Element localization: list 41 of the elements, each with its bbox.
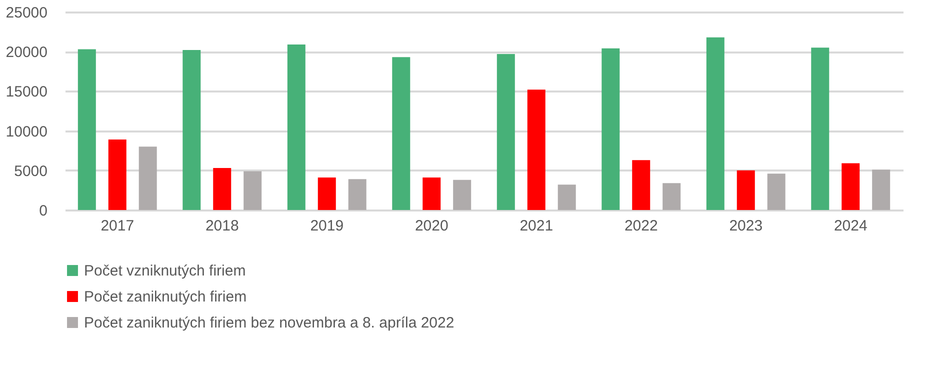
x-tick-label: 2024	[834, 218, 868, 234]
bar	[348, 179, 366, 210]
bar	[422, 178, 441, 210]
bar	[108, 140, 126, 210]
bar	[736, 170, 755, 210]
legend-label: Počet vzniknutých firiem	[84, 262, 246, 280]
bar	[811, 48, 830, 210]
bar	[244, 171, 262, 210]
bar	[496, 54, 515, 210]
bar	[78, 49, 96, 210]
legend-label: Počet zaniknutých firiem	[84, 288, 247, 306]
bar	[706, 37, 724, 210]
x-tick-label: 2019	[310, 218, 344, 234]
y-tick-label: 25000	[6, 4, 48, 22]
y-tick-label: 15000	[6, 84, 48, 101]
bar	[213, 168, 232, 210]
x-tick-label: 2018	[205, 218, 239, 234]
bar	[662, 183, 681, 210]
bar	[287, 44, 306, 210]
x-tick-label: 2017	[100, 218, 134, 234]
y-tick-label: 10000	[6, 123, 48, 140]
bar	[632, 160, 650, 210]
y-tick-label: 0	[39, 202, 48, 220]
bar	[182, 50, 201, 210]
x-tick-label: 2021	[520, 218, 554, 234]
bar	[453, 180, 472, 210]
bar	[318, 178, 336, 210]
x-tick-label: 2020	[414, 218, 448, 234]
bar	[138, 146, 157, 210]
bar	[392, 57, 410, 210]
bar	[872, 170, 890, 210]
legend-label: Počet zaniknutých firiem bez novembra a 8. apríla 2022	[84, 314, 454, 332]
bar	[767, 174, 786, 210]
bar	[842, 163, 860, 210]
x-tick-label: 2023	[729, 218, 763, 234]
bar	[602, 48, 620, 210]
bar	[527, 90, 546, 210]
bar	[558, 184, 576, 210]
y-tick-label: 5000	[14, 162, 48, 180]
y-tick-label: 20000	[6, 44, 48, 62]
x-tick-label: 2022	[624, 218, 658, 234]
